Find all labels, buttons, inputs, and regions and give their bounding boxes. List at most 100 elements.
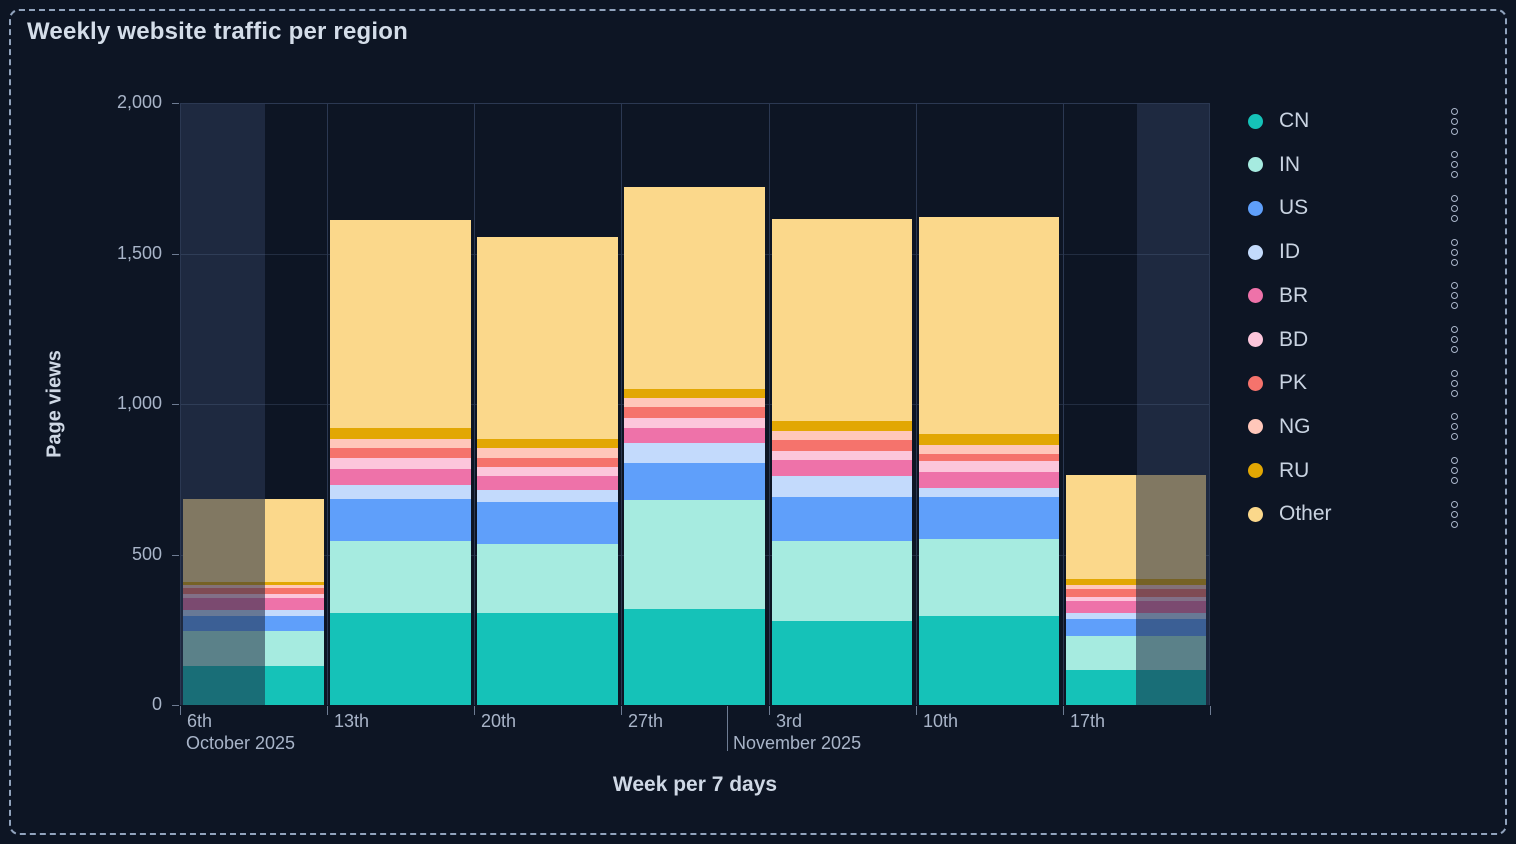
bar-segment-ID[interactable] xyxy=(624,443,766,463)
bar-segment-US[interactable] xyxy=(771,497,913,541)
bar-segment-Other[interactable] xyxy=(771,218,913,421)
bar-segment-NG[interactable] xyxy=(1065,584,1207,590)
bar-segment-PK[interactable] xyxy=(477,458,618,468)
bar-segment-PK[interactable] xyxy=(624,407,766,418)
bar-segment-CN[interactable] xyxy=(918,616,1060,705)
bar-segment-BR[interactable] xyxy=(771,459,913,477)
bar-segment-NG[interactable] xyxy=(477,447,618,459)
bar-week-27th[interactable] xyxy=(624,187,766,705)
bar-week-17th[interactable] xyxy=(1065,474,1207,705)
y-tick-mark xyxy=(172,404,179,405)
bar-week-13th[interactable] xyxy=(330,220,471,705)
bar-segment-ID[interactable] xyxy=(918,488,1060,498)
kebab-dot xyxy=(1451,433,1458,441)
kebab-dot xyxy=(1451,389,1458,397)
bar-segment-CN[interactable] xyxy=(771,620,913,705)
bar-segment-BD[interactable] xyxy=(477,467,618,477)
kebab-menu-icon[interactable] xyxy=(1447,497,1462,532)
kebab-menu-icon[interactable] xyxy=(1447,453,1462,488)
bar-segment-IN[interactable] xyxy=(771,540,913,621)
legend-item-IN[interactable]: IN xyxy=(1240,143,1466,187)
bar-week-20th[interactable] xyxy=(477,237,618,705)
bar-segment-PK[interactable] xyxy=(771,440,913,451)
bar-segment-BR[interactable] xyxy=(330,468,471,486)
bar-segment-NG[interactable] xyxy=(771,431,913,441)
x-day-label: 17th xyxy=(1070,711,1106,731)
legend-item-Other[interactable]: Other xyxy=(1240,492,1466,536)
kebab-dot xyxy=(1451,467,1458,475)
bar-segment-US[interactable] xyxy=(624,462,766,501)
bar-segment-BR[interactable] xyxy=(918,471,1060,489)
bar-segment-BR[interactable] xyxy=(477,476,618,490)
legend-item-RU[interactable]: RU xyxy=(1240,449,1466,493)
bar-segment-NG[interactable] xyxy=(624,398,766,408)
legend-item-BR[interactable]: BR xyxy=(1240,274,1466,318)
legend-item-NG[interactable]: NG xyxy=(1240,405,1466,449)
x-tick-mark xyxy=(1063,706,1064,715)
bar-segment-RU[interactable] xyxy=(624,389,766,399)
kebab-menu-icon[interactable] xyxy=(1447,366,1462,401)
bar-segment-ID[interactable] xyxy=(477,489,618,502)
bar-segment-BD[interactable] xyxy=(1065,596,1207,602)
bar-segment-BD[interactable] xyxy=(771,450,913,460)
bar-segment-NG[interactable] xyxy=(918,444,1060,454)
bar-segment-US[interactable] xyxy=(330,498,471,541)
kebab-menu-icon[interactable] xyxy=(1447,235,1462,270)
bar-segment-BD[interactable] xyxy=(624,417,766,429)
bar-segment-Other[interactable] xyxy=(477,237,618,439)
kebab-dot xyxy=(1451,457,1458,465)
bar-segment-CN[interactable] xyxy=(477,613,618,705)
bar-segment-ID[interactable] xyxy=(330,485,471,499)
bar-segment-ID[interactable] xyxy=(771,476,913,498)
bar-segment-ID[interactable] xyxy=(1065,613,1207,620)
bar-week-10th[interactable] xyxy=(918,217,1060,705)
kebab-dot xyxy=(1451,346,1458,353)
legend-item-CN[interactable]: CN xyxy=(1240,99,1466,143)
grid-line-vertical xyxy=(1063,103,1064,705)
legend-color-dot xyxy=(1248,244,1263,260)
legend-color-dot xyxy=(1248,419,1263,435)
bar-segment-Other[interactable] xyxy=(624,187,766,389)
bar-segment-PK[interactable] xyxy=(1065,589,1207,597)
bar-segment-CN[interactable] xyxy=(330,613,471,705)
legend-item-PK[interactable]: PK xyxy=(1240,361,1466,405)
bar-segment-RU[interactable] xyxy=(771,420,913,432)
bar-segment-BR[interactable] xyxy=(624,428,766,444)
kebab-dot xyxy=(1451,500,1458,508)
bar-segment-IN[interactable] xyxy=(477,543,618,614)
bar-segment-BD[interactable] xyxy=(918,461,1060,472)
bar-segment-IN[interactable] xyxy=(624,500,766,609)
bar-segment-US[interactable] xyxy=(918,497,1060,540)
bar-segment-RU[interactable] xyxy=(918,434,1060,445)
bar-segment-RU[interactable] xyxy=(330,428,471,439)
kebab-menu-icon[interactable] xyxy=(1447,409,1462,444)
kebab-menu-icon[interactable] xyxy=(1447,322,1462,357)
bar-segment-PK[interactable] xyxy=(330,447,471,459)
kebab-menu-icon[interactable] xyxy=(1447,147,1462,182)
bar-segment-CN[interactable] xyxy=(624,608,766,705)
bar-segment-BD[interactable] xyxy=(330,458,471,469)
bar-segment-Other[interactable] xyxy=(918,217,1060,435)
kebab-menu-icon[interactable] xyxy=(1447,104,1462,139)
bar-segment-NG[interactable] xyxy=(330,438,471,448)
y-tick-label: 2,000 xyxy=(116,92,162,112)
legend-item-BD[interactable]: BD xyxy=(1240,318,1466,362)
bar-week-6th[interactable] xyxy=(183,498,324,705)
bar-segment-IN[interactable] xyxy=(330,540,471,614)
bar-segment-PK[interactable] xyxy=(918,453,1060,462)
grid-line-vertical xyxy=(916,103,917,705)
bar-segment-RU[interactable] xyxy=(477,438,618,448)
x-tick-mark xyxy=(621,706,622,715)
kebab-dot xyxy=(1451,282,1458,290)
legend-item-US[interactable]: US xyxy=(1240,186,1466,230)
bar-segment-IN[interactable] xyxy=(918,539,1060,617)
kebab-menu-icon[interactable] xyxy=(1447,191,1462,226)
bar-segment-US[interactable] xyxy=(477,501,618,544)
x-day-label: 27th xyxy=(628,711,664,731)
kebab-menu-icon[interactable] xyxy=(1447,278,1462,313)
bar-week-3rd[interactable] xyxy=(771,218,913,705)
kebab-dot xyxy=(1451,423,1458,431)
legend-item-ID[interactable]: ID xyxy=(1240,230,1466,274)
bar-segment-Other[interactable] xyxy=(330,220,471,429)
bar-segment-RU[interactable] xyxy=(1065,578,1207,585)
